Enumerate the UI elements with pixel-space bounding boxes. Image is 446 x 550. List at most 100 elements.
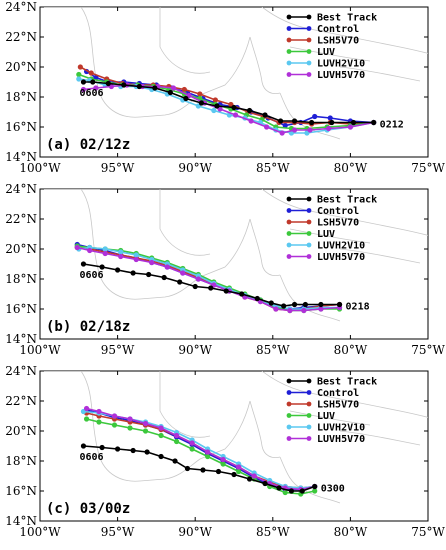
legend-label: Control: [317, 24, 359, 35]
data-point: [220, 461, 226, 467]
x-tick-label: 85°W: [256, 343, 290, 357]
data-point: [268, 300, 274, 306]
data-point: [291, 127, 298, 133]
legend-marker: [286, 60, 292, 66]
legend-marker: [306, 26, 312, 31]
legend-label: Best Track: [317, 195, 377, 206]
x-tick-label: 80°W: [334, 343, 368, 357]
data-point: [133, 256, 139, 263]
coastline: [339, 430, 421, 446]
coastline: [261, 189, 428, 236]
data-point: [239, 291, 245, 297]
legend-marker: [286, 436, 292, 441]
x-tick-label: 90°W: [178, 343, 212, 357]
legend-label: LUVH2V10: [317, 423, 365, 434]
data-point: [232, 112, 239, 118]
data-point: [80, 79, 87, 85]
y-tick-label: 18°N: [5, 454, 37, 468]
legend-label: LUVH5V70: [317, 252, 365, 263]
data-point: [102, 246, 108, 252]
legend-marker: [306, 390, 312, 395]
legend-marker: [286, 196, 292, 202]
series-line: [86, 407, 315, 491]
coastline: [249, 400, 281, 458]
data-point: [158, 453, 164, 460]
x-tick-label: 95°W: [101, 161, 135, 175]
data-point: [80, 261, 87, 267]
data-point: [291, 301, 298, 308]
data-point: [77, 64, 83, 70]
legend-marker: [306, 378, 312, 384]
legend-label: LSH5V70: [317, 218, 359, 229]
x-tick-label: 75°W: [411, 525, 445, 539]
data-point: [246, 107, 253, 114]
data-point: [115, 267, 121, 273]
x-tick-label: 85°W: [256, 161, 290, 175]
data-point: [115, 446, 121, 452]
data-point: [236, 464, 242, 470]
data-point: [291, 118, 298, 124]
legend: Best TrackControlLSH5V70LUVLUVH2V10LUVH5…: [286, 13, 377, 81]
data-point: [288, 488, 295, 494]
data-point: [262, 112, 268, 118]
plot-frame: [39, 188, 429, 340]
legend-marker: [306, 49, 312, 54]
data-point: [177, 279, 183, 285]
data-point: [127, 425, 133, 431]
x-tick-label: 75°W: [411, 343, 445, 357]
x-tick-label: 100°W: [19, 525, 61, 539]
coastline: [40, 189, 211, 256]
legend-marker: [286, 208, 292, 213]
start-time-label: 0212: [380, 120, 404, 131]
x-tick-label: 90°W: [178, 525, 212, 539]
data-point: [105, 80, 111, 87]
data-point: [189, 440, 195, 446]
data-point: [76, 71, 82, 78]
data-point: [347, 124, 353, 130]
legend-label: LUVH2V10: [317, 59, 365, 70]
y-tick-label: 18°N: [5, 272, 37, 286]
y-tick-label: 14°N: [5, 514, 37, 528]
data-point: [302, 301, 308, 308]
data-point: [96, 408, 102, 415]
data-point: [220, 456, 226, 463]
legend-marker: [306, 231, 312, 236]
legend-marker: [286, 242, 292, 248]
data-point: [231, 104, 237, 111]
legend-marker: [286, 26, 292, 31]
legend-label: LUVH5V70: [317, 434, 365, 445]
legend-label: LSH5V70: [317, 36, 359, 47]
data-point: [93, 85, 99, 91]
coastline: [80, 7, 251, 118]
data-point: [326, 125, 332, 132]
data-point: [299, 488, 305, 494]
data-point: [173, 432, 180, 439]
data-point: [83, 416, 90, 422]
data-point: [173, 438, 180, 445]
data-point: [172, 458, 178, 464]
data-point: [74, 244, 80, 251]
series-best-track: [80, 79, 377, 126]
data-point: [111, 422, 118, 428]
start-time-label: 0300: [321, 484, 345, 495]
y-tick-label: 24°N: [5, 182, 37, 196]
data-point: [307, 127, 313, 133]
data-point: [312, 483, 318, 490]
legend-marker: [286, 424, 292, 430]
data-point: [99, 264, 105, 270]
data-point: [83, 405, 90, 412]
data-point: [136, 83, 142, 90]
legend-marker: [306, 196, 312, 202]
data-point: [76, 76, 82, 82]
data-point: [273, 306, 279, 312]
legend-marker: [286, 49, 292, 54]
chart-panel-3: 100°W 95°W 90°W 85°W 80°W 75°W 14°N 16°N 18°N 20°…: [5, 364, 445, 539]
data-point: [282, 122, 288, 129]
data-point: [180, 270, 186, 276]
coastline-background: [40, 189, 428, 322]
legend-marker: [306, 72, 312, 77]
data-point: [189, 446, 195, 452]
y-tick-label: 16°N: [5, 120, 37, 134]
legend-label: LUVH5V70: [317, 70, 365, 81]
legend-marker: [306, 242, 312, 248]
